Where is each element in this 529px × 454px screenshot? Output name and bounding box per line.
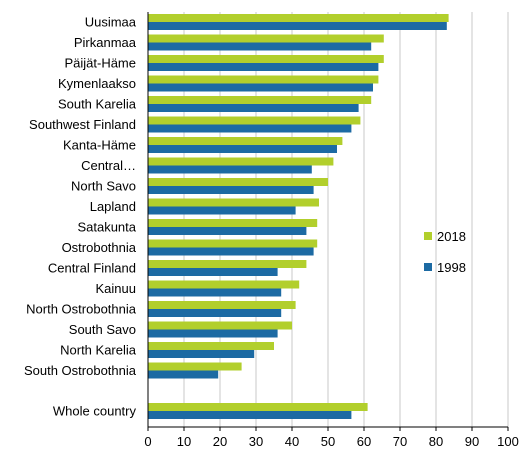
- bar-1998: [148, 206, 296, 215]
- bar-1998: [148, 22, 447, 30]
- category-label: Central Finland: [48, 261, 136, 276]
- category-label: North Savo: [71, 179, 136, 194]
- bar-1998: [148, 42, 372, 51]
- bar-2018: [148, 321, 292, 330]
- bar-2018: [148, 219, 318, 227]
- bar-1998: [148, 247, 314, 256]
- legend-swatch-2018: [424, 232, 432, 240]
- bar-1998: [148, 124, 352, 133]
- category-label: Kanta-Häme: [63, 138, 136, 153]
- bar-2018: [148, 239, 318, 248]
- category-label: Whole country: [53, 404, 137, 419]
- legend-label-1998: 1998: [437, 260, 466, 275]
- bar-2018: [148, 178, 328, 186]
- bar-1998: [148, 186, 314, 194]
- category-label: North Karelia: [60, 343, 137, 358]
- category-label: Satakunta: [77, 220, 136, 235]
- x-tick-label: 40: [285, 434, 299, 449]
- bar-1998: [148, 145, 337, 153]
- category-label: Kainuu: [96, 281, 136, 296]
- bar-1998: [148, 329, 278, 338]
- bar-1998: [148, 227, 307, 235]
- x-tick-label: 30: [249, 434, 263, 449]
- bar-2018: [148, 55, 384, 63]
- bar-1998: [148, 104, 359, 112]
- bar-1998: [148, 268, 278, 276]
- category-label: Päijät-Häme: [64, 56, 136, 71]
- x-tick-label: 60: [357, 434, 371, 449]
- x-tick-label: 100: [497, 434, 519, 449]
- category-label: Central…: [81, 158, 136, 173]
- x-axis-ticks: 0 10 20 30 40 50 60 70 80 90 100: [144, 427, 519, 449]
- x-tick-label: 80: [429, 434, 443, 449]
- category-label: South Ostrobothnia: [24, 363, 137, 378]
- category-label: Southwest Finland: [29, 117, 136, 132]
- bar-2018: [148, 96, 372, 104]
- bar-2018: [148, 75, 379, 84]
- x-tick-label: 50: [321, 434, 335, 449]
- category-label: South Savo: [69, 322, 136, 337]
- category-labels: Uusimaa Pirkanmaa Päijät-Häme Kymenlaakso So…: [24, 15, 137, 419]
- bar-2018: [148, 14, 449, 22]
- bar-1998: [148, 83, 373, 92]
- bars: [148, 14, 449, 419]
- bar-2018: [148, 34, 384, 43]
- x-tick-label: 70: [393, 434, 407, 449]
- bar-1998: [148, 370, 219, 379]
- category-label: Lapland: [90, 199, 136, 214]
- bar-1998: [148, 288, 282, 297]
- category-label: Ostrobothnia: [62, 240, 137, 255]
- bar-2018: [148, 342, 274, 350]
- bar-2018: [148, 362, 242, 371]
- bar-1998: [148, 350, 255, 358]
- x-tick-label: 0: [144, 434, 151, 449]
- legend-label-2018: 2018: [437, 229, 466, 244]
- bar-2018: [148, 301, 296, 309]
- legend-swatch-1998: [424, 263, 432, 271]
- bar-2018: [148, 116, 361, 125]
- category-label: North Ostrobothnia: [26, 302, 137, 317]
- x-tick-label: 10: [177, 434, 191, 449]
- bar-2018: [148, 198, 319, 207]
- x-tick-label: 20: [213, 434, 227, 449]
- category-label: Pirkanmaa: [74, 35, 137, 50]
- bar-2018: [148, 157, 334, 166]
- bar-2018: [148, 403, 368, 411]
- bar-2018: [148, 137, 343, 145]
- category-label: South Karelia: [58, 97, 137, 112]
- bar-2018: [148, 260, 307, 268]
- x-tick-label: 90: [465, 434, 479, 449]
- category-label: Kymenlaakso: [58, 76, 136, 91]
- category-label: Uusimaa: [85, 15, 137, 30]
- bar-1998: [148, 165, 312, 174]
- legend: 2018 1998: [424, 229, 466, 275]
- bar-2018: [148, 280, 300, 289]
- bar-1998: [148, 309, 282, 317]
- bar-1998: [148, 411, 352, 419]
- bar-1998: [148, 63, 379, 71]
